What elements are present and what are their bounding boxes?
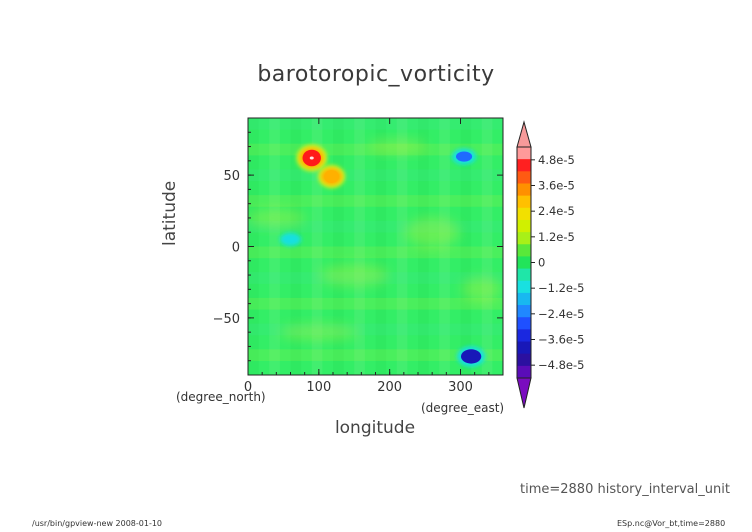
colorbar-tick-label: 1.2e-5 — [538, 230, 575, 244]
heatmap-band — [248, 195, 503, 207]
vorticity-feature — [451, 148, 477, 165]
heatmap-band — [248, 323, 503, 336]
footer-program: /usr/bin/gpview-new 2008-01-10 — [32, 519, 163, 528]
colorbar-segment — [517, 232, 531, 245]
colorbar-tick-label: 3.6e-5 — [538, 179, 575, 193]
colorbar-segment — [517, 317, 531, 330]
vorticity-feature — [318, 165, 346, 188]
colorbar-tick-label: 0 — [538, 256, 545, 270]
y-tick-label: 0 — [232, 241, 240, 256]
colorbar-tick-label: −2.4e-5 — [538, 307, 584, 321]
feature-core — [324, 170, 340, 183]
heatmap-band — [248, 220, 503, 233]
colorbar-segment — [517, 353, 531, 367]
heatmap-band — [375, 118, 387, 375]
chart-title: barotoropic_vorticity — [257, 62, 495, 87]
vorticity-feature — [296, 144, 327, 172]
colorbar-tick-label: 2.4e-5 — [538, 204, 575, 218]
x-axis-unit: (degree_north) — [176, 390, 266, 404]
colorbar-tick-label: 4.8e-5 — [538, 153, 575, 167]
colorbar-under-arrow — [516, 377, 532, 409]
heatmap-band — [290, 118, 302, 375]
heatmap-band — [248, 297, 503, 310]
heatmap-band — [311, 118, 323, 375]
heatmap-band — [269, 118, 280, 375]
colorbar-segment — [517, 219, 531, 233]
x-axis-label: longitude — [334, 418, 416, 438]
heatmap-band — [248, 246, 503, 259]
colorbar-segment — [517, 256, 531, 270]
heatmap-texture — [366, 139, 427, 154]
x-tick-label: 300 — [448, 380, 473, 395]
heatmap-texture — [248, 208, 307, 227]
colorbar-segment — [517, 159, 531, 172]
x-tick-label: 0 — [244, 380, 252, 395]
footer-source: ESp.nc@Vor_bt,time=2880 — [617, 519, 726, 528]
colorbar-segment — [517, 171, 531, 184]
y-tick-label: 50 — [223, 169, 240, 184]
colorbar-segment — [517, 329, 531, 343]
colorbar-segment — [517, 195, 531, 209]
heatmap-band — [248, 349, 503, 361]
feature-core — [455, 151, 473, 162]
y-axis-unit: (degree_east) — [421, 401, 505, 415]
heatmap-texture — [319, 264, 390, 287]
colorbar-tick-label: −1.2e-5 — [538, 281, 584, 295]
heatmap-texture — [278, 324, 359, 341]
heatmap-band — [439, 118, 450, 375]
colorbar-over-arrow — [516, 120, 532, 148]
colorbar-tick-label: −4.8e-5 — [538, 358, 584, 372]
time-annotation: time=2880 history_interval_unit — [520, 482, 730, 497]
heatmap-band — [396, 118, 408, 375]
y-tick-label: −50 — [213, 312, 240, 327]
colorbar-segment — [517, 244, 531, 257]
colorbar-segment — [517, 268, 531, 282]
colorbar-tick-label: −3.6e-5 — [538, 333, 584, 347]
colorbar-segment — [517, 341, 531, 355]
colorbar-segment — [517, 183, 531, 197]
colorbar-segment — [517, 292, 531, 306]
heatmap-texture — [461, 276, 502, 302]
heatmap-band — [248, 118, 503, 130]
colorbar-segment — [517, 365, 531, 379]
heatmap-band — [248, 169, 503, 182]
heatmap-band — [418, 118, 429, 375]
colorbar-segment — [517, 305, 531, 318]
feature-halo — [279, 232, 302, 246]
feature-peak — [464, 352, 478, 361]
heatmap-band — [460, 118, 472, 375]
x-tick-label: 200 — [377, 380, 402, 395]
x-tick-label: 100 — [306, 380, 331, 395]
heatmap-band — [481, 118, 493, 375]
colorbar-segment — [517, 207, 531, 221]
colorbar-segment — [517, 280, 531, 294]
heatmap-texture — [404, 217, 460, 248]
vorticity-feature — [279, 232, 302, 246]
colorbar-segment — [517, 147, 531, 160]
vorticity-feature — [456, 346, 486, 367]
heatmap-band — [333, 118, 344, 375]
heatmap-band — [354, 118, 365, 375]
feature-peak — [309, 156, 314, 160]
